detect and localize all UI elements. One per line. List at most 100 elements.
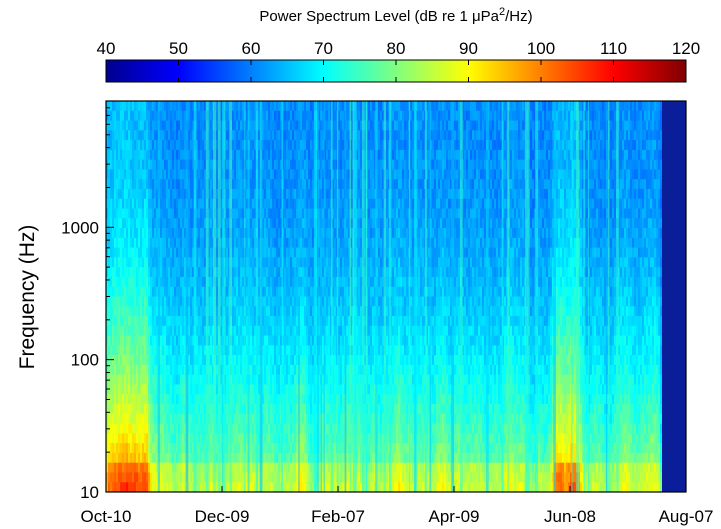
spectrogram-cell [272,218,275,229]
spectrogram-cell [118,286,121,297]
spectrogram-cell [204,120,207,131]
spectrogram-cell [326,462,329,473]
spectrogram-cell [170,316,173,327]
spectrogram-cell [124,276,127,288]
spectrogram-cell [170,218,173,229]
spectrogram-cell [154,423,157,434]
spectrogram-cell [272,159,275,170]
spectrogram-cell [202,149,205,161]
spectrogram-cell [316,247,319,258]
spectrogram-cell [274,101,277,112]
spectrogram-cell [280,101,283,112]
spectrogram-cell [246,257,249,268]
spectrogram-cell [198,433,201,444]
spectrogram-cell [280,384,283,395]
spectrogram-cell [270,228,273,239]
spectrogram-cell [134,257,137,268]
spectrogram-cell [296,257,299,268]
spectrogram-cell [196,433,199,444]
spectrogram-cell [240,286,243,297]
spectrogram-cell [146,237,149,249]
spectrogram-cell [132,316,135,327]
spectrogram-cell [232,198,235,210]
spectrogram-cell [204,296,207,307]
spectrogram-cell [106,179,109,190]
spectrogram-cell [146,101,149,112]
spectrogram-cell [236,316,239,327]
spectrogram-cell [286,159,289,170]
spectrogram-cell [216,276,219,288]
spectrogram-cell [318,286,321,297]
spectrogram-cell [280,276,283,288]
spectrogram-cell [232,482,235,492]
spectrogram-cell [234,306,237,317]
spectrogram-cell [208,159,211,170]
colorbar-tick-label: 90 [459,39,478,58]
spectrogram-cell [264,374,267,385]
spectrogram-cell [126,179,129,190]
spectrogram-cell [266,472,269,483]
spectrogram-cell [312,101,315,112]
spectrogram-cell [280,306,283,317]
spectrogram-cell [250,110,253,122]
spectrogram-cell [112,306,115,317]
spectrogram-cell [144,276,147,288]
spectrogram-cell [150,413,153,425]
spectrogram-cell [326,452,329,464]
spectrogram-cell [312,286,315,297]
spectrogram-cell [130,452,133,464]
spectrogram-cell [116,355,119,366]
spectrogram-cell [118,443,121,454]
spectrogram-cell [286,286,289,297]
spectrogram-cell [146,472,149,483]
spectrogram-cell [278,120,281,131]
spectrogram-cell [110,404,113,415]
spectrogram-cell [332,120,335,131]
spectrogram-cell [200,237,203,249]
spectrogram-cell [178,433,181,444]
spectrogram-cell [122,394,125,405]
spectrogram-cell [300,443,303,454]
spectrogram-cell [238,188,241,200]
spectrogram-cell [138,325,141,337]
spectrogram-cell [306,355,309,366]
spectrogram-cell [172,169,175,180]
spectrogram-cell [198,276,201,288]
spectrogram-cell [242,267,245,278]
spectrogram-cell [226,130,229,141]
spectrogram-cell [166,462,169,473]
spectrogram-cell [176,384,179,395]
spectrogram-cell [136,325,139,337]
spectrogram-cell [288,413,291,425]
spectrogram-cell [174,374,177,385]
spectrogram-cell [190,325,193,337]
spectrogram-cell [156,257,159,268]
spectrogram-cell [316,237,319,249]
spectrogram-cell [254,237,257,249]
spectrogram-cell [216,286,219,297]
spectrogram-cell [216,130,219,141]
spectrogram-cell [180,208,183,219]
spectrogram-cell [294,404,297,415]
spectrogram-cell [182,286,185,297]
spectrogram-cell [126,316,129,327]
spectrogram-cell [162,267,165,278]
spectrogram-cell [270,198,273,210]
spectrogram-cell [116,257,119,268]
spectrogram-cell [122,130,125,141]
spectrogram-cell [310,404,313,415]
spectrogram-cell [278,452,281,464]
spectrogram-cell [150,452,153,464]
spectrogram-cell [246,276,249,288]
spectrogram-cell [334,325,337,337]
spectrogram-cell [152,306,155,317]
spectrogram-cell [328,188,331,200]
spectrogram-cell [242,218,245,229]
spectrogram-cell [110,110,113,122]
spectrogram-cell [208,228,211,239]
spectrogram-cell [324,335,327,346]
spectrogram-cell [176,101,179,112]
spectrogram-cell [138,472,141,483]
spectrogram-cell [236,345,239,356]
spectrogram-cell [254,306,257,317]
